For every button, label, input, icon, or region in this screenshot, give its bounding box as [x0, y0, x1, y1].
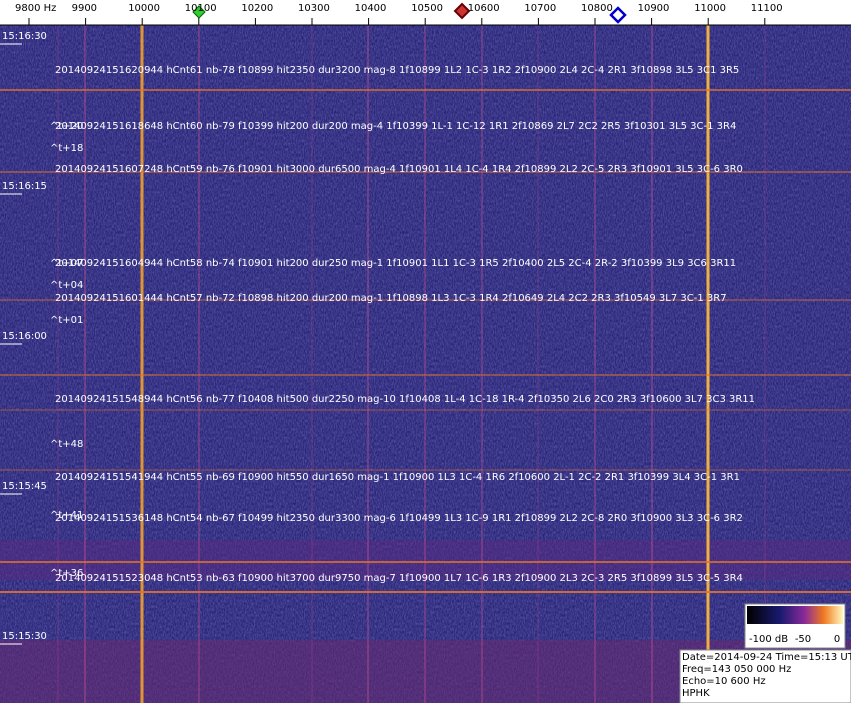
tick-label: 10600: [468, 3, 500, 14]
event-text: 20140924151536148 hCnt54 nb-67 f10499 hi…: [55, 513, 743, 524]
offset-label: ^t+01: [50, 315, 83, 326]
event-text: 20140924151523048 hCnt53 nb-63 f10900 hi…: [55, 573, 743, 584]
time-label: 15:16:15: [2, 181, 47, 192]
offset-label: ^t+48: [50, 439, 83, 450]
colorbar-label: 0: [834, 634, 840, 645]
time-label: 15:16:00: [2, 331, 47, 342]
event-text: 20140924151604944 hCnt58 nb-74 f10901 hi…: [55, 258, 736, 269]
offset-label: ^t+04: [50, 280, 83, 291]
offset-label: ^t+36: [50, 568, 83, 579]
tick-label: 10700: [524, 3, 556, 14]
tick-label: 10200: [241, 3, 273, 14]
marker: [453, 2, 471, 20]
tick-label: 10900: [638, 3, 670, 14]
info-line: Freq=143 050 000 Hz: [682, 664, 791, 675]
colorbar-label: -100 dB: [749, 634, 788, 645]
colorbar-gradient: [747, 606, 843, 624]
carrier-lines: [57, 25, 766, 703]
info-line: Date=2014-09-24 Time=15:13 UTC: [682, 652, 851, 663]
event-text: 20140924151618648 hCnt60 nb-79 f10399 hi…: [55, 121, 736, 132]
event-text: 20140924151601444 hCnt57 nb-72 f10898 hi…: [55, 293, 727, 304]
event-text: 20140924151620944 hCnt61 nb-78 f10899 hi…: [55, 65, 739, 76]
info-line: HPHK: [682, 688, 710, 699]
info-line: Echo=10 600 Hz: [682, 676, 766, 687]
tick-label: 10500: [411, 3, 443, 14]
tick-label: 11000: [694, 3, 726, 14]
offset-label: ^t+18: [50, 143, 83, 154]
tick-label: 10000: [128, 3, 160, 14]
event-lines: [0, 89, 851, 593]
colorbar-label: -50: [795, 634, 811, 645]
tick-label: 9900: [72, 3, 97, 14]
tick-label: 9800 Hz: [15, 3, 56, 14]
tick-label: 10800: [581, 3, 613, 14]
tick-label: 10400: [355, 3, 387, 14]
marker: [609, 6, 627, 24]
time-label: 15:15:30: [2, 631, 47, 642]
event-text: 20140924151607248 hCnt59 nb-76 f10901 hi…: [55, 164, 743, 175]
time-label: 15:16:30: [2, 31, 47, 42]
offset-label: ^t+20: [50, 121, 83, 132]
info-box: [679, 649, 851, 703]
tick-label: 10100: [185, 3, 217, 14]
time-label: 15:15:45: [2, 481, 47, 492]
offset-label: ^t+07: [50, 258, 83, 269]
offset-label: ^t+41: [50, 510, 83, 521]
tick-label: 10300: [298, 3, 330, 14]
tick-label: 11100: [751, 3, 783, 14]
event-text: 20140924151541944 hCnt55 nb-69 f10900 hi…: [55, 472, 740, 483]
event-text: 20140924151548944 hCnt56 nb-77 f10408 hi…: [55, 394, 755, 405]
